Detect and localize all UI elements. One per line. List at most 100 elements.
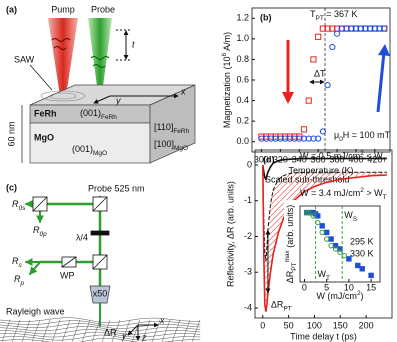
x-tick-label: 320 — [273, 154, 288, 164]
text-part: T — [310, 9, 316, 19]
objective-label: x50 — [93, 288, 108, 298]
wollaston-prism — [61, 256, 77, 268]
panel-label: (c) — [6, 182, 17, 192]
mesh-line — [0, 328, 201, 335]
mesh-line — [101, 319, 111, 342]
marker — [319, 223, 325, 229]
mesh-line — [61, 319, 71, 342]
mesh-line — [161, 319, 171, 342]
x-tick-label: 10 — [344, 282, 354, 292]
marker — [319, 229, 325, 236]
objective — [89, 285, 111, 304]
plot-frame — [299, 205, 381, 283]
z-label: z — [141, 332, 147, 342]
marker — [332, 246, 339, 252]
wp-label: WP — [60, 270, 75, 280]
mesh-line — [51, 319, 61, 342]
mesh-line — [141, 319, 151, 342]
marker — [315, 135, 322, 142]
series-line — [262, 164, 387, 312]
x-tick-label: 0 — [302, 282, 307, 292]
y-tick-label: 1.0 — [236, 33, 249, 43]
y-tick-label: 0 — [247, 159, 252, 169]
mesh-line — [0, 323, 201, 329]
probe-label: Probe — [91, 4, 115, 14]
slab-side — [149, 84, 196, 164]
marker — [359, 266, 365, 272]
marker — [315, 33, 322, 40]
text-part: PT — [283, 305, 291, 312]
text-part: MgO — [93, 150, 107, 157]
marker — [341, 252, 348, 259]
y-tick-label: 0.2 — [236, 116, 249, 126]
marker — [306, 209, 312, 216]
series-label: W = 0.5 mJ/cm2 < WT — [300, 150, 387, 164]
x-axis-title: W (mJ/cm2) — [316, 290, 363, 302]
mesh-line — [171, 319, 181, 342]
saw-ripple — [49, 92, 77, 100]
r0s-label: R0s — [12, 199, 26, 211]
delay-label: t — [132, 39, 135, 49]
film-plane: (001)FeRh — [80, 108, 117, 120]
rs-label: Rs — [12, 256, 23, 268]
marker — [319, 128, 326, 135]
hysteresis-label: ΔT — [314, 68, 326, 78]
thickness-label: 60 nm — [6, 121, 16, 146]
x-tick-label: 150 — [333, 320, 348, 330]
mesh-line — [21, 319, 31, 342]
probe-path — [29, 261, 41, 276]
text-part: R — [12, 256, 19, 266]
text-part: T — [383, 194, 387, 201]
x-label: x — [159, 315, 165, 325]
threshold-label: WT — [318, 269, 331, 281]
pump-pulse — [51, 38, 71, 50]
text-part: FeRh — [173, 128, 189, 135]
y-tick-label: 0.0 — [236, 136, 249, 146]
mesh-line — [191, 319, 201, 342]
mesh-line — [81, 319, 91, 342]
mesh-line — [181, 319, 191, 342]
rp-label: Rp — [14, 274, 25, 286]
probe-pulse — [90, 56, 110, 68]
text-part: W — [318, 269, 327, 279]
saw-ripple — [40, 90, 86, 102]
marker — [310, 213, 317, 219]
marker — [329, 43, 336, 51]
series-label: W = 3.4 mJ/cm2 > WT — [300, 187, 387, 201]
text-part: PT — [316, 15, 324, 22]
marker — [324, 82, 331, 89]
text-part: 0s — [19, 205, 27, 212]
x-tick-label: 200 — [359, 320, 374, 330]
mesh-line — [0, 337, 201, 342]
substrate-plane: (001)MgO — [72, 144, 107, 156]
mesh-line — [151, 319, 161, 342]
marker — [310, 56, 317, 63]
mesh-line — [91, 319, 101, 342]
x-axis-title: Time delay t (ps) — [290, 331, 357, 341]
text-part: [100] — [154, 139, 174, 149]
series-label: Scaled sub-threshold — [265, 174, 350, 184]
mesh-line — [111, 319, 121, 342]
y-tick-label: 1.2 — [236, 13, 249, 23]
text-part: S — [353, 216, 358, 223]
transition-label: TPT = 367 K — [310, 9, 358, 21]
y-axis-title: ΔRPTmax (arb. units) — [284, 205, 298, 284]
mesh-line — [0, 320, 201, 326]
quarter-wave-plate — [90, 230, 110, 236]
panel-label: (d) — [263, 154, 275, 164]
probe-label: Probe 525 nm — [88, 183, 145, 193]
text-part: 0p — [40, 231, 48, 238]
marker — [333, 30, 341, 37]
y-tick-label: 0.8 — [236, 54, 249, 64]
substrate-layer — [29, 122, 151, 164]
text-part: ΔR — [285, 270, 295, 283]
mesh-line — [0, 317, 201, 324]
mesh-line — [11, 319, 21, 342]
text-part: FeRh — [101, 114, 117, 121]
y-tick-label: -2 — [244, 231, 252, 241]
text-part: PT — [291, 262, 298, 270]
y-label: y — [121, 330, 127, 340]
text-part: = 100 mT — [349, 130, 390, 140]
